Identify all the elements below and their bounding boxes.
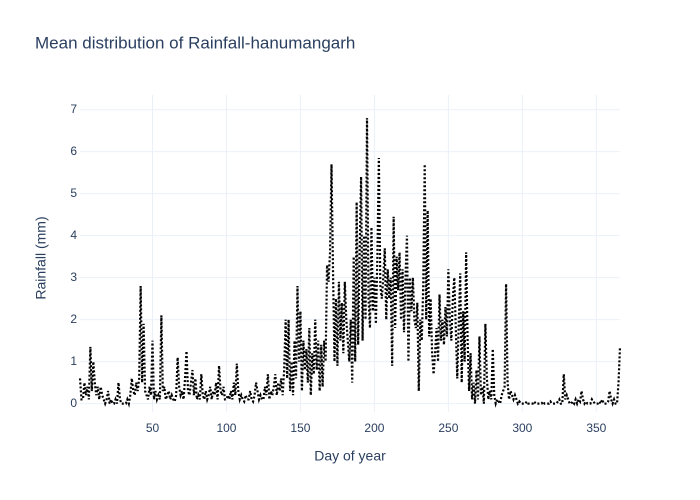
y-tick-label: 5 [70, 186, 77, 200]
y-tick-label: 3 [70, 270, 77, 284]
x-tick-label: 350 [586, 421, 606, 435]
chart-title: Mean distribution of Rainfall-hanumangar… [35, 33, 355, 52]
y-tick-label: 2 [70, 312, 77, 326]
y-tick-label: 6 [70, 144, 77, 158]
y-tick-label: 0 [70, 396, 77, 410]
rainfall-line [78, 118, 622, 408]
x-tick-label: 50 [146, 421, 160, 435]
y-tick-label: 1 [70, 354, 77, 368]
x-tick-label: 200 [364, 421, 384, 435]
x-tick-label: 100 [216, 421, 236, 435]
plot-area [78, 118, 622, 408]
y-tick-label: 4 [70, 228, 77, 242]
x-axis-title: Day of year [314, 448, 386, 464]
y-tick-label: 7 [70, 102, 77, 116]
y-axis-title: Rainfall (mm) [33, 216, 49, 299]
x-tick-label: 150 [290, 421, 310, 435]
x-tick-label: 250 [438, 421, 458, 435]
x-tick-label: 300 [512, 421, 532, 435]
